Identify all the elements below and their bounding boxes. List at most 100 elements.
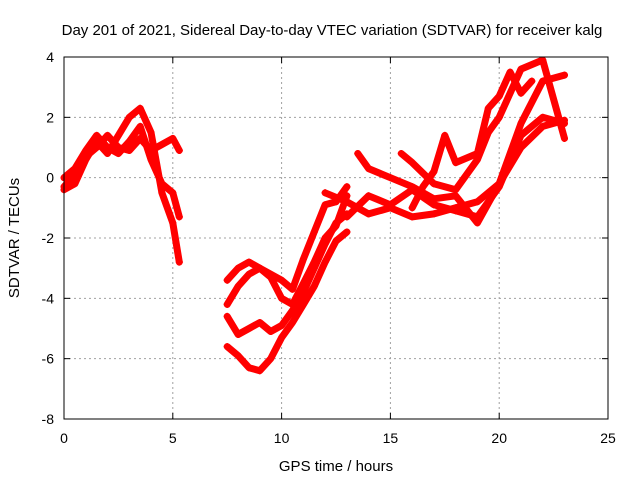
x-axis-label: GPS time / hours — [279, 458, 393, 475]
data-point — [365, 210, 373, 218]
data-point — [397, 150, 405, 158]
data-point — [310, 258, 318, 266]
data-point — [136, 134, 144, 142]
data-point — [539, 122, 547, 130]
series-arc-3 — [60, 131, 183, 191]
data-point — [473, 198, 481, 206]
data-point — [310, 228, 318, 236]
data-point — [175, 258, 183, 266]
data-point — [147, 128, 155, 136]
data-point — [343, 183, 351, 191]
data-point — [93, 144, 101, 151]
data-point — [386, 201, 394, 209]
data-point — [343, 228, 351, 236]
data-point — [125, 147, 133, 155]
y-tick-label: -4 — [42, 290, 55, 306]
data-point — [267, 270, 275, 278]
x-tick-label: 0 — [60, 430, 68, 446]
data-point — [517, 65, 525, 73]
series-arc-6 — [223, 192, 351, 308]
data-point — [245, 364, 253, 372]
data-point — [299, 255, 307, 263]
data-point — [473, 150, 481, 158]
data-point — [517, 89, 525, 97]
y-tick-label: 2 — [46, 109, 54, 125]
data-point — [278, 294, 286, 302]
data-point — [114, 150, 122, 158]
data-point — [419, 183, 427, 191]
data-point — [408, 213, 416, 221]
data-point — [430, 180, 438, 188]
data-point — [223, 300, 231, 308]
series-arc-4 — [223, 228, 351, 375]
x-tick-label: 25 — [600, 430, 616, 446]
data-point — [299, 300, 307, 308]
data-point — [517, 119, 525, 127]
data-point — [560, 71, 568, 79]
data-point — [495, 180, 503, 188]
plot-frame — [63, 56, 609, 420]
chart-title: Day 201 of 2021, Sidereal Day-to-day VTE… — [62, 22, 603, 39]
data-point — [245, 325, 253, 332]
data-point — [408, 159, 416, 167]
data-point — [169, 134, 177, 142]
data-point — [310, 282, 318, 290]
data-point — [158, 180, 166, 188]
data-point — [169, 189, 177, 197]
data-point — [495, 92, 503, 100]
data-point — [288, 300, 296, 308]
x-tick-label: 10 — [274, 430, 290, 446]
data-point — [430, 201, 438, 209]
y-tick-label: -6 — [42, 351, 55, 367]
data-point — [93, 131, 101, 139]
data-point — [175, 147, 183, 155]
data-point — [452, 192, 460, 200]
data-point — [332, 222, 340, 230]
series-line — [397, 56, 568, 194]
data-point — [386, 174, 394, 182]
data-point — [169, 219, 177, 227]
data-point — [245, 270, 253, 278]
data-point — [147, 156, 155, 164]
data-point — [343, 213, 351, 221]
data-point — [408, 204, 416, 212]
x-tick-label: 15 — [383, 430, 399, 446]
data-point — [288, 318, 296, 326]
data-point — [299, 279, 307, 287]
data-point — [332, 237, 340, 245]
data-point — [321, 258, 329, 266]
data-point — [452, 159, 460, 167]
series-line — [60, 131, 183, 191]
data-point — [560, 134, 568, 142]
data-point — [365, 165, 373, 173]
data-point — [125, 137, 133, 145]
data-point — [125, 113, 133, 121]
data-point — [528, 77, 536, 85]
series-line — [223, 228, 351, 375]
data-series — [60, 56, 568, 375]
data-point — [158, 140, 166, 148]
data-point — [114, 144, 122, 151]
data-point — [452, 186, 460, 194]
data-point — [234, 264, 242, 272]
data-point — [539, 113, 547, 121]
x-tick-label: 5 — [169, 430, 177, 446]
data-point — [321, 234, 329, 242]
data-point — [223, 312, 231, 320]
data-point — [473, 219, 481, 227]
data-point — [430, 168, 438, 176]
data-point — [506, 68, 514, 76]
data-point — [234, 282, 242, 290]
data-point — [441, 131, 449, 139]
data-point — [430, 195, 438, 203]
y-tick-label: 0 — [46, 170, 54, 186]
data-point — [452, 207, 460, 215]
data-point — [71, 180, 79, 188]
data-point — [245, 258, 253, 266]
data-point — [430, 210, 438, 218]
data-point — [114, 131, 122, 139]
series-arc-10 — [354, 71, 568, 227]
data-point — [278, 276, 286, 284]
data-point — [354, 150, 362, 158]
